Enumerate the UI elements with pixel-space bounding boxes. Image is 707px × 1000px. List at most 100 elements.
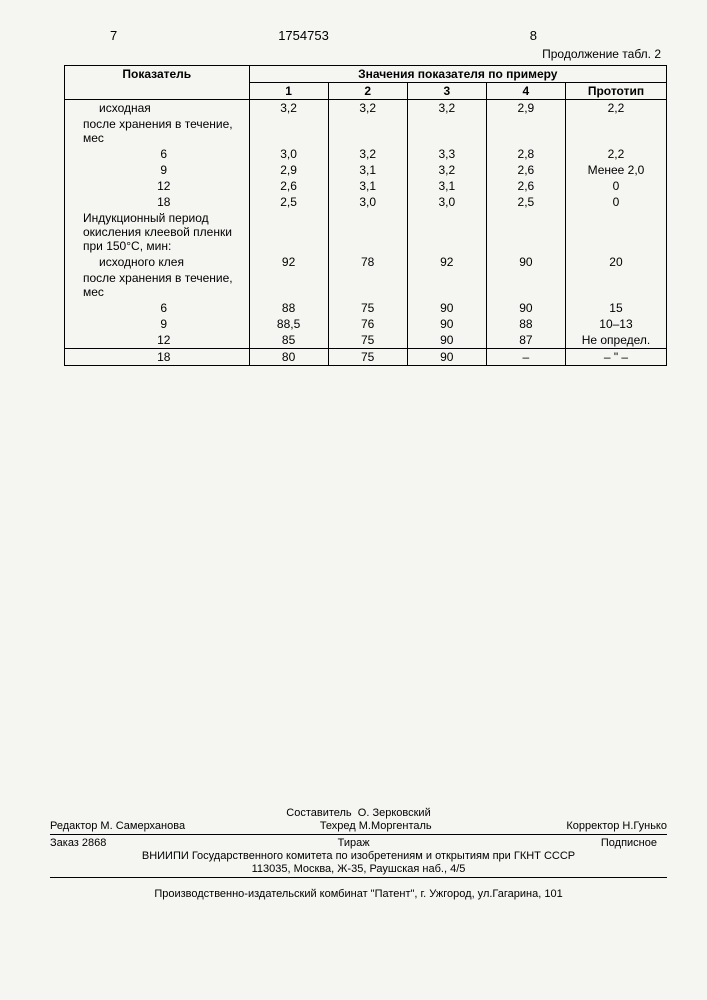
table-row: исходного клея9278929020 bbox=[65, 254, 667, 270]
cell: 88 bbox=[249, 300, 328, 316]
cell: 3,2 bbox=[328, 146, 407, 162]
cell: 2,2 bbox=[565, 146, 666, 162]
org-line-2: 113035, Москва, Ж-35, Раушская наб., 4/5 bbox=[50, 863, 667, 875]
cell bbox=[565, 116, 666, 146]
cell: 20 bbox=[565, 254, 666, 270]
table-continuation-label: Продолжение табл. 2 bbox=[64, 47, 667, 61]
cell bbox=[407, 210, 486, 254]
compiler-name: О. Зерковский bbox=[358, 807, 431, 819]
col-header-group: Значения показателя по примеру bbox=[249, 66, 666, 83]
cell: 75 bbox=[328, 349, 407, 366]
editor: Редактор М. Самерханова bbox=[50, 820, 185, 832]
row-label: 18 bbox=[65, 194, 250, 210]
table-row: 63,03,23,32,82,2 bbox=[65, 146, 667, 162]
divider-2 bbox=[50, 877, 667, 878]
cell: 2,8 bbox=[486, 146, 565, 162]
table-row: 182,53,03,02,50 bbox=[65, 194, 667, 210]
cell: 3,2 bbox=[249, 100, 328, 117]
cell bbox=[328, 210, 407, 254]
col-header-2: 2 bbox=[328, 83, 407, 100]
table-row: 18807590–– " – bbox=[65, 349, 667, 366]
cell: 3,2 bbox=[328, 100, 407, 117]
row-label: после хранения в течение, мес bbox=[65, 116, 250, 146]
col-header-indicator: Показатель bbox=[65, 66, 250, 100]
cell: 92 bbox=[407, 254, 486, 270]
page-header: 7 1754753 8 bbox=[64, 28, 667, 43]
divider bbox=[50, 834, 667, 835]
org-line-1: ВНИИПИ Государственного комитета по изоб… bbox=[50, 850, 667, 862]
page-num-right: 8 bbox=[530, 28, 537, 43]
row-label: 6 bbox=[65, 300, 250, 316]
cell: 88 bbox=[486, 316, 565, 332]
cell: 90 bbox=[486, 254, 565, 270]
row-label: исходного клея bbox=[65, 254, 250, 270]
cell: 75 bbox=[328, 300, 407, 316]
cell: 3,1 bbox=[328, 178, 407, 194]
cell: 92 bbox=[249, 254, 328, 270]
techred: Техред М.Моргенталь bbox=[320, 820, 432, 832]
cell bbox=[328, 270, 407, 300]
footer: Составитель О. Зерковский Редактор М. Са… bbox=[50, 807, 667, 900]
cell: 3,0 bbox=[407, 194, 486, 210]
cell: 3,0 bbox=[249, 146, 328, 162]
compiler-label: Составитель bbox=[286, 807, 351, 819]
cell: 75 bbox=[328, 332, 407, 349]
cell bbox=[565, 210, 666, 254]
table-row: исходная3,23,23,22,92,2 bbox=[65, 100, 667, 117]
subscription: Подписное bbox=[601, 837, 657, 849]
corrector: Корректор Н.Гунько bbox=[566, 820, 667, 832]
cell bbox=[328, 116, 407, 146]
cell: 0 bbox=[565, 178, 666, 194]
table-row: после хранения в течение, мес bbox=[65, 116, 667, 146]
cell: – " – bbox=[565, 349, 666, 366]
cell: – bbox=[486, 349, 565, 366]
table-row: после хранения в течение, мес bbox=[65, 270, 667, 300]
cell: 90 bbox=[407, 316, 486, 332]
cell: 90 bbox=[407, 300, 486, 316]
cell: Менее 2,0 bbox=[565, 162, 666, 178]
cell: 2,2 bbox=[565, 100, 666, 117]
page-num-left: 7 bbox=[110, 28, 117, 43]
col-header-proto: Прототип bbox=[565, 83, 666, 100]
data-table: Показатель Значения показателя по пример… bbox=[64, 65, 667, 366]
row-label: 9 bbox=[65, 316, 250, 332]
cell bbox=[249, 116, 328, 146]
credits-row: Редактор М. Самерханова Техред М.Моргент… bbox=[50, 820, 667, 832]
cell bbox=[565, 270, 666, 300]
row-label: 18 bbox=[65, 349, 250, 366]
row-label: 6 bbox=[65, 146, 250, 162]
row-label: после хранения в течение, мес bbox=[65, 270, 250, 300]
cell: 2,5 bbox=[486, 194, 565, 210]
cell: 90 bbox=[407, 332, 486, 349]
cell bbox=[249, 210, 328, 254]
cell bbox=[486, 270, 565, 300]
cell bbox=[486, 116, 565, 146]
row-label: исходная bbox=[65, 100, 250, 117]
cell: 87 bbox=[486, 332, 565, 349]
cell: 3,1 bbox=[328, 162, 407, 178]
cell: 90 bbox=[486, 300, 565, 316]
cell: 3,1 bbox=[407, 178, 486, 194]
row-label: Индукционный период окисления клеевой пл… bbox=[65, 210, 250, 254]
table-row: 92,93,13,22,6Менее 2,0 bbox=[65, 162, 667, 178]
table-row: 988,576908810–13 bbox=[65, 316, 667, 332]
order-number: Заказ 2868 bbox=[50, 837, 106, 849]
cell bbox=[249, 270, 328, 300]
compiler-line: Составитель О. Зерковский bbox=[50, 807, 667, 819]
cell: Не определ. bbox=[565, 332, 666, 349]
cell bbox=[407, 116, 486, 146]
cell bbox=[407, 270, 486, 300]
cell: 85 bbox=[249, 332, 328, 349]
table-row: 1285759087Не определ. bbox=[65, 332, 667, 349]
cell: 2,9 bbox=[249, 162, 328, 178]
cell: 90 bbox=[407, 349, 486, 366]
row-label: 12 bbox=[65, 178, 250, 194]
tirazh: Тираж bbox=[338, 837, 370, 849]
cell: 78 bbox=[328, 254, 407, 270]
cell: 2,6 bbox=[486, 162, 565, 178]
cell: 3,3 bbox=[407, 146, 486, 162]
cell: 2,9 bbox=[486, 100, 565, 117]
cell: 0 bbox=[565, 194, 666, 210]
table-row: Индукционный период окисления клеевой пл… bbox=[65, 210, 667, 254]
publisher: Производственно-издательский комбинат "П… bbox=[50, 888, 667, 900]
